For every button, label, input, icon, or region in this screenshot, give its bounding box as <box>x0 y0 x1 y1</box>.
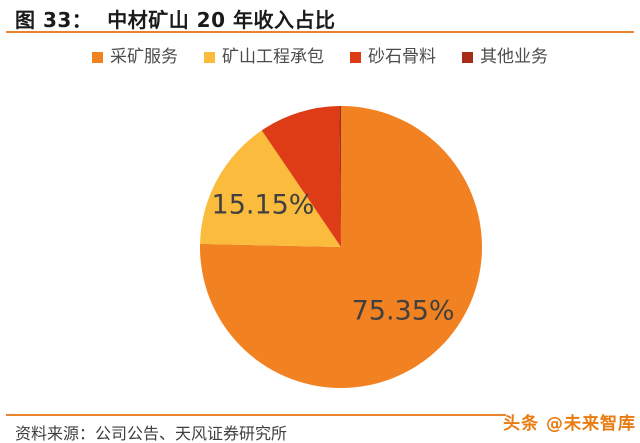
legend-item-2: 砂石骨料 <box>350 49 436 66</box>
figure-title: 图 33： 中材矿山 20 年收入占比 <box>15 8 336 32</box>
pie-slice-2 <box>261 106 341 247</box>
legend-swatch-icon <box>92 52 103 63</box>
pie-data-label-1: 15.15% <box>212 190 315 221</box>
legend-label: 矿山工程承包 <box>222 47 324 67</box>
legend-swatch-icon <box>204 52 215 63</box>
pie-slice-0 <box>199 106 482 388</box>
chart-legend: 采矿服务 矿山工程承包 砂石骨料 其他业务 <box>0 49 640 66</box>
title-divider-line <box>6 31 634 33</box>
data-source-text: 资料来源：公司公告、天风证券研究所 <box>15 424 288 443</box>
legend-item-1: 矿山工程承包 <box>204 49 324 66</box>
pie-slice-1 <box>200 130 341 247</box>
toutiao-watermark: 头条 @未来智库 <box>503 414 636 434</box>
legend-label: 采矿服务 <box>110 47 178 67</box>
legend-item-0: 采矿服务 <box>92 49 178 66</box>
legend-label: 砂石骨料 <box>368 47 436 67</box>
legend-label: 其他业务 <box>480 47 548 67</box>
legend-swatch-icon <box>350 52 361 63</box>
footer-divider-line <box>6 414 506 416</box>
pie-slice-3 <box>339 105 341 248</box>
legend-item-3: 其他业务 <box>462 49 548 66</box>
pie-data-label-0: 75.35% <box>352 296 455 327</box>
legend-swatch-icon <box>462 52 473 63</box>
